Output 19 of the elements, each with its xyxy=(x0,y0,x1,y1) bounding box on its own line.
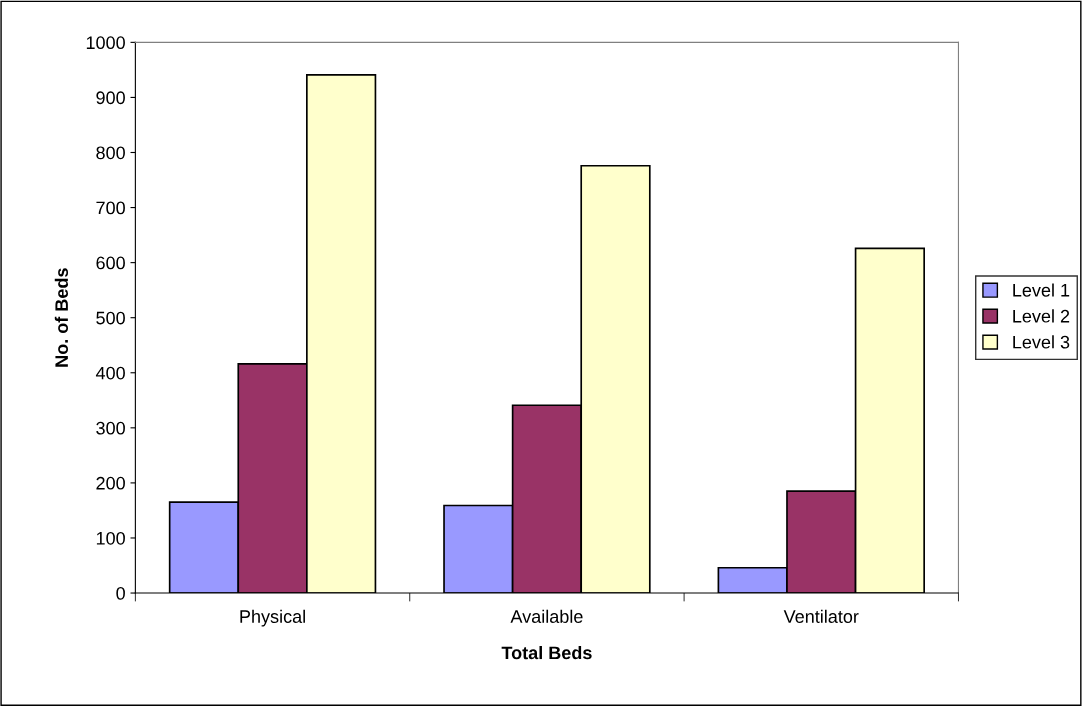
x-axis-title: Total Beds xyxy=(501,645,592,660)
y-tick-label: 300 xyxy=(96,421,125,435)
legend-label: Level 3 xyxy=(1013,335,1070,349)
y-tick-label: 800 xyxy=(96,146,125,160)
legend-label: Level 2 xyxy=(1013,309,1070,323)
y-tick-label: 700 xyxy=(96,201,125,215)
y-tick-label: 400 xyxy=(95,366,125,380)
y-tick-label: 900 xyxy=(96,91,125,105)
y-tick-label: 0 xyxy=(116,586,125,600)
y-axis-title: No. of Beds xyxy=(54,268,69,367)
x-tick-label: Available xyxy=(510,609,583,623)
y-tick-label: 200 xyxy=(96,476,125,490)
x-tick-label: Physical xyxy=(240,609,305,627)
y-tick-label: 600 xyxy=(96,256,125,270)
legend-label: Level 1 xyxy=(1013,283,1070,297)
y-tick-label: 100 xyxy=(96,531,125,545)
y-tick-label: 1000 xyxy=(86,36,125,50)
y-tick-label: 500 xyxy=(96,311,125,325)
x-tick-label: Ventilator xyxy=(783,609,859,623)
